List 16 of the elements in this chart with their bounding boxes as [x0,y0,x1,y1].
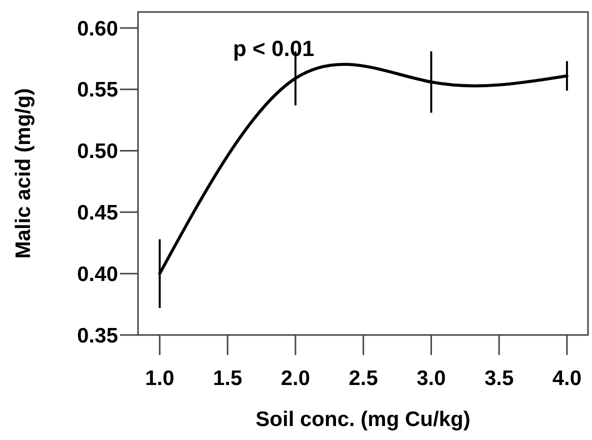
y-tick-label: 0.50 [77,140,118,164]
x-axis-title: Soil conc. (mg Cu/kg) [256,408,470,431]
annotation: p < 0.01 [233,36,314,61]
y-axis-title: Malic acid (mg/g) [12,88,35,259]
y-tick-label: 0.55 [77,78,118,102]
x-tick-label: 2.0 [280,367,310,390]
x-tick-label: 4.0 [552,367,582,390]
y-tick-label: 0.60 [77,17,118,40]
y-tick-label: 0.45 [77,202,118,225]
x-tick-label: 1.0 [145,367,174,390]
x-tick-label: 3.0 [416,367,446,390]
y-tick-label: 0.35 [77,324,118,348]
y-tick-label: 0.40 [77,262,118,286]
x-tick-label: 1.5 [212,367,243,390]
x-tick-label: 2.5 [348,367,378,390]
x-tick-label: 3.5 [484,367,514,390]
